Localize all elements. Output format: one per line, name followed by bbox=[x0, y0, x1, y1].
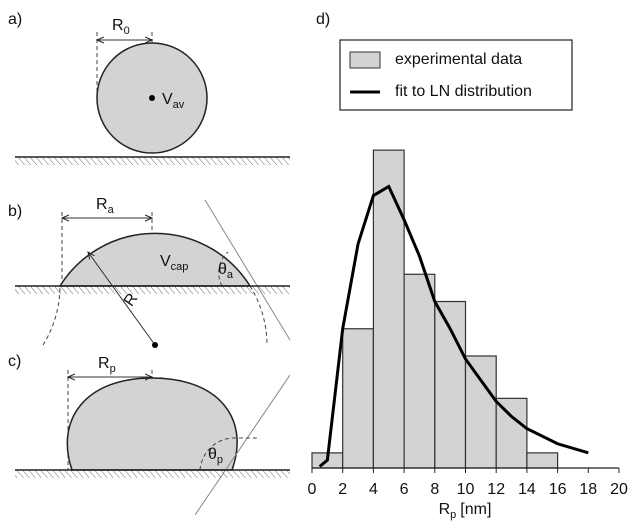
legend-label: experimental data bbox=[395, 51, 522, 68]
ground bbox=[15, 286, 290, 294]
fit-line bbox=[318, 184, 589, 468]
x-tick-label: 6 bbox=[400, 481, 409, 498]
angle-arc bbox=[218, 251, 229, 287]
x-tick-label: 18 bbox=[579, 481, 597, 498]
bar bbox=[342, 328, 375, 469]
label: Ra bbox=[96, 196, 115, 216]
x-tick-label: 16 bbox=[549, 481, 567, 498]
x-tick-label: 0 bbox=[308, 481, 317, 498]
panel-label: a) bbox=[8, 11, 22, 28]
diagram-c: c) Rp θp bbox=[8, 353, 291, 516]
tangent bbox=[204, 199, 291, 341]
legend-swatch bbox=[349, 51, 381, 69]
x-tick-label: 2 bbox=[338, 481, 347, 498]
x-tick-label: 8 bbox=[430, 481, 439, 498]
bar bbox=[372, 149, 405, 469]
guide bbox=[42, 285, 268, 346]
bar bbox=[464, 355, 497, 469]
bar bbox=[526, 452, 559, 469]
histogram: d) Rp [nm] 0 2 4 6 8 10 12 14 16 18 20 experimental … bbox=[308, 11, 628, 521]
diagram-a: a) R0 Vav bbox=[8, 11, 290, 165]
x-tick-label: 14 bbox=[518, 481, 536, 498]
label: Vav bbox=[162, 91, 185, 111]
x-axis-label: Rp [nm] bbox=[439, 501, 492, 521]
x-tick-label: 20 bbox=[610, 481, 628, 498]
diagram-b: b) Ra R Vcap θa bbox=[8, 196, 291, 348]
ground bbox=[15, 470, 290, 478]
label: Rp bbox=[98, 355, 116, 375]
label: θa bbox=[218, 261, 234, 281]
label: Vcap bbox=[160, 253, 188, 273]
bar bbox=[403, 273, 436, 469]
tangent bbox=[194, 374, 291, 516]
center bbox=[152, 342, 158, 348]
panel-label: d) bbox=[316, 11, 330, 28]
bar bbox=[495, 397, 528, 469]
cap bbox=[58, 232, 252, 287]
x-tick-label: 12 bbox=[487, 481, 505, 498]
legend-label: fit to LN distribution bbox=[395, 83, 532, 100]
x-tick-label: 4 bbox=[369, 481, 378, 498]
x-tick-label: 10 bbox=[457, 481, 475, 498]
panel-label: b) bbox=[8, 203, 22, 220]
label: θp bbox=[208, 446, 223, 466]
arrow bbox=[88, 252, 156, 346]
ground bbox=[15, 157, 290, 165]
center bbox=[149, 95, 155, 101]
panel-label: c) bbox=[8, 353, 21, 370]
label: R0 bbox=[112, 17, 130, 37]
